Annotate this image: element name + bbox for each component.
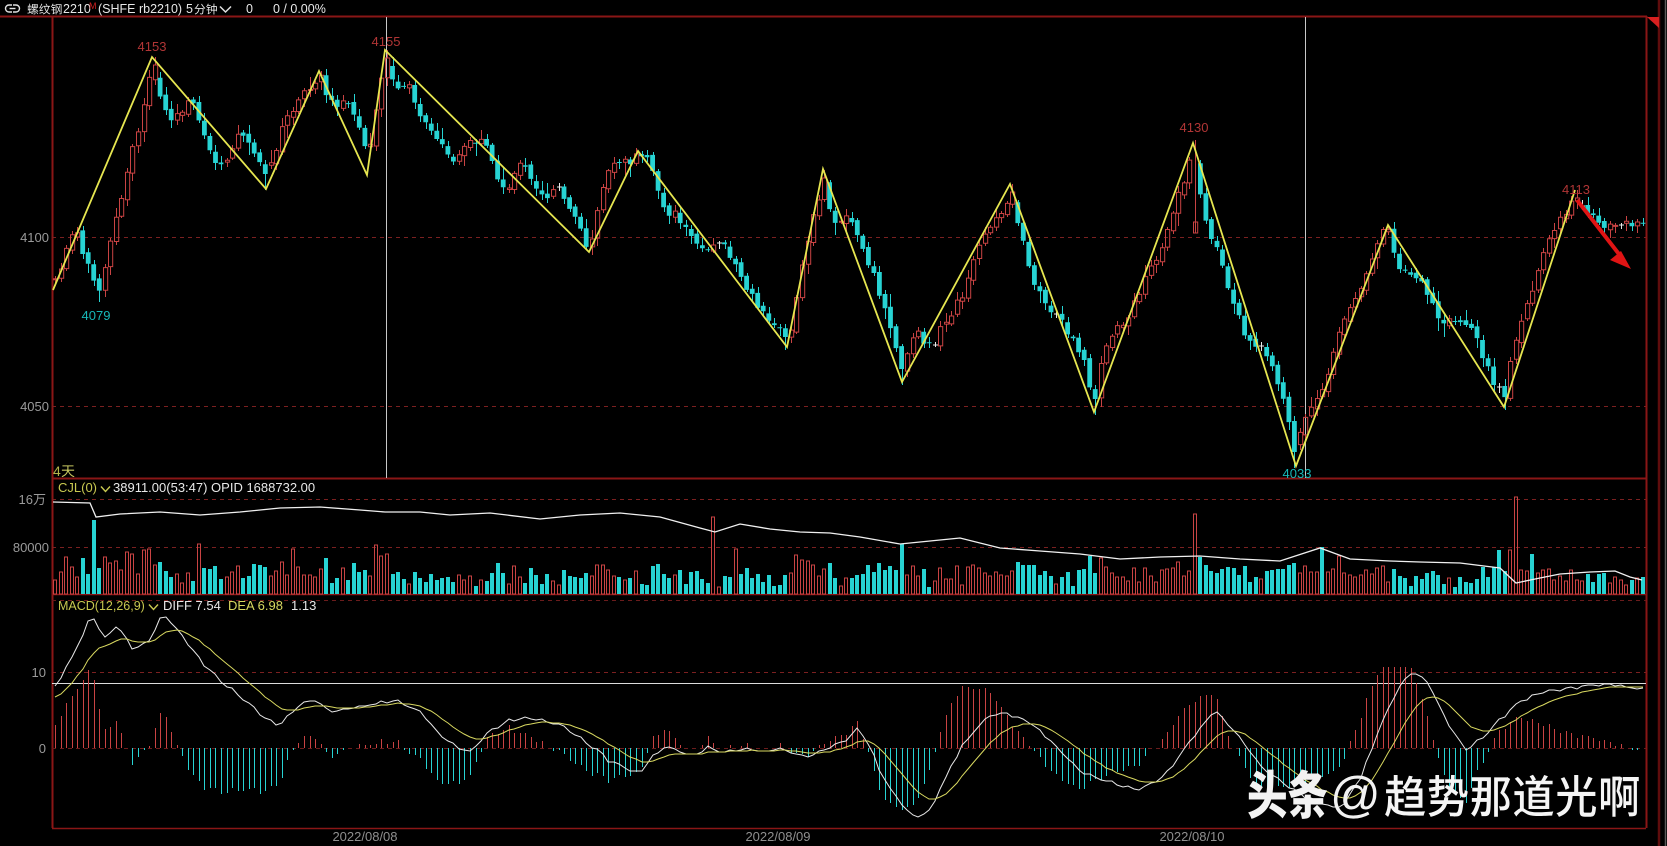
svg-text:80000: 80000 — [13, 540, 49, 555]
svg-text:1.13: 1.13 — [291, 598, 316, 613]
svg-text:10: 10 — [32, 665, 46, 680]
svg-text:4100: 4100 — [20, 230, 49, 245]
svg-text:@: @ — [1330, 767, 1381, 823]
svg-text:DEA 6.98: DEA 6.98 — [228, 598, 283, 613]
svg-text:0: 0 — [246, 2, 253, 16]
svg-text:4130: 4130 — [1180, 120, 1209, 135]
svg-text:4113: 4113 — [1562, 182, 1590, 197]
svg-text:16: 16 — [19, 492, 33, 507]
svg-text:5: 5 — [186, 2, 193, 16]
svg-text:(SHFE rb2210): (SHFE rb2210) — [98, 2, 182, 16]
svg-text:MACD(12,26,9): MACD(12,26,9) — [58, 599, 145, 613]
svg-text:0 / 0.00%: 0 / 0.00% — [273, 2, 326, 16]
svg-text:4153: 4153 — [138, 39, 167, 54]
svg-text:2210: 2210 — [63, 2, 91, 16]
svg-text:4079: 4079 — [82, 308, 111, 323]
svg-text:2022/08/10: 2022/08/10 — [1159, 829, 1224, 844]
svg-text:DIFF 7.54: DIFF 7.54 — [163, 598, 221, 613]
svg-text:0: 0 — [39, 741, 46, 756]
svg-text:4155: 4155 — [372, 34, 401, 49]
svg-text:2022/08/08: 2022/08/08 — [332, 829, 397, 844]
svg-text:2022/08/09: 2022/08/09 — [745, 829, 810, 844]
svg-text:4: 4 — [53, 463, 61, 479]
svg-text:4033: 4033 — [1283, 466, 1312, 481]
svg-text:4050: 4050 — [20, 399, 49, 414]
svg-text:38911.00(53:47) OPID 1688732.: 38911.00(53:47) OPID 1688732.00 — [113, 480, 315, 495]
svg-text:CJL(0): CJL(0) — [58, 480, 97, 495]
svg-text:M: M — [89, 1, 97, 11]
